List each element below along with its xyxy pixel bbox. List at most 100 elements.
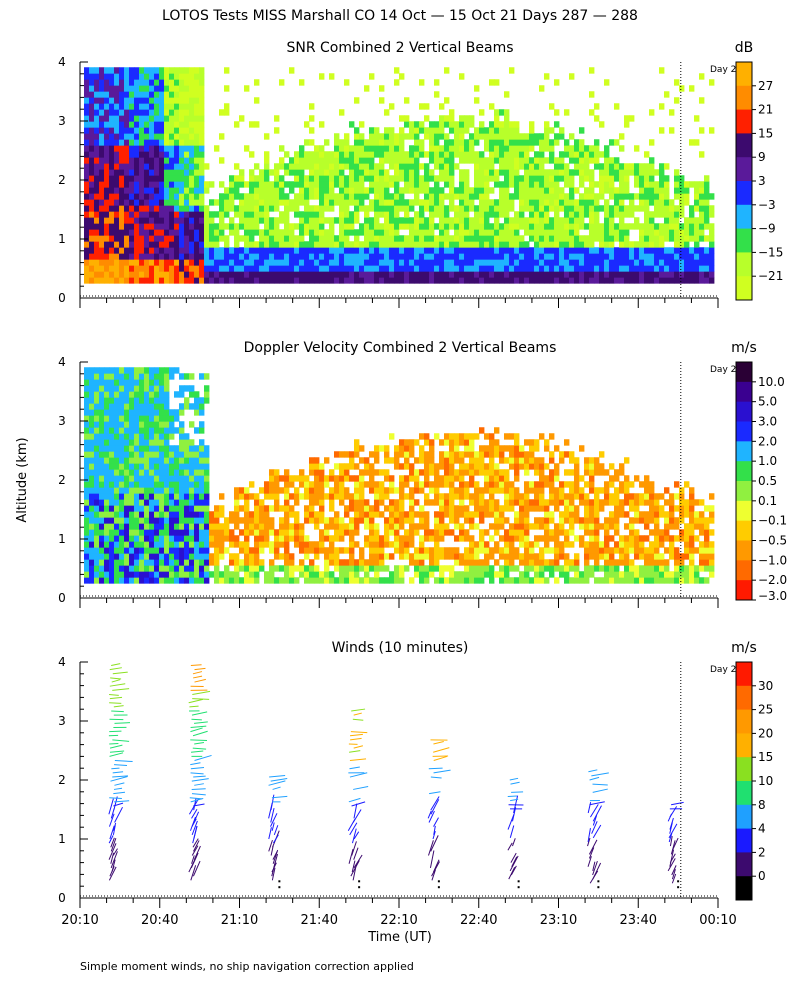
colorbar-swatch: [736, 228, 752, 253]
snr-cell: [664, 91, 670, 98]
snr-cell: [399, 271, 405, 278]
snr-cell: [674, 205, 680, 212]
velocity-cell: [84, 433, 90, 440]
snr-cell: [384, 133, 390, 140]
snr-cell: [339, 187, 345, 194]
snr-cell: [304, 139, 310, 146]
velocity-cell: [504, 547, 510, 554]
snr-cell: [339, 193, 345, 200]
velocity-cell: [374, 535, 380, 542]
snr-cell: [104, 79, 110, 86]
snr-cell: [374, 199, 380, 206]
snr-cell: [539, 265, 545, 272]
snr-cell: [579, 217, 585, 224]
velocity-cell: [424, 433, 430, 440]
velocity-cell: [189, 391, 195, 398]
snr-cell: [139, 175, 145, 182]
velocity-cell: [309, 571, 315, 578]
velocity-cell: [84, 553, 90, 560]
velocity-cell: [189, 547, 195, 554]
velocity-cell: [399, 487, 405, 494]
velocity-cell: [164, 547, 170, 554]
snr-cell: [549, 169, 555, 176]
snr-cell: [654, 181, 660, 188]
snr-cell: [564, 193, 570, 200]
velocity-cell: [109, 397, 115, 404]
velocity-cell: [269, 571, 275, 578]
snr-cell: [229, 265, 235, 272]
snr-cell: [359, 241, 365, 248]
snr-cell: [464, 121, 470, 128]
snr-cell: [239, 277, 245, 284]
snr-cell: [94, 163, 100, 170]
snr-cell: [289, 223, 295, 230]
snr-cell: [279, 163, 285, 170]
velocity-cell: [119, 565, 125, 572]
snr-cell: [604, 217, 610, 224]
velocity-cell: [134, 385, 140, 392]
snr-cell: [404, 247, 410, 254]
snr-cell: [529, 163, 535, 170]
velocity-cell: [234, 553, 240, 560]
snr-cell: [259, 181, 265, 188]
velocity-cell: [174, 571, 180, 578]
snr-cell: [119, 253, 125, 260]
velocity-cell: [199, 535, 205, 542]
snr-cell: [444, 181, 450, 188]
velocity-cell: [284, 523, 290, 530]
velocity-cell: [249, 577, 255, 584]
snr-cell: [689, 235, 695, 242]
snr-cell: [274, 229, 280, 236]
velocity-cell: [169, 571, 175, 578]
snr-cell: [99, 235, 105, 242]
snr-cell: [354, 217, 360, 224]
snr-cell: [159, 127, 165, 134]
velocity-cell: [154, 553, 160, 560]
snr-cell: [504, 193, 510, 200]
velocity-cell: [194, 559, 200, 566]
snr-cell: [304, 271, 310, 278]
snr-cell: [164, 73, 170, 80]
snr-cell: [479, 127, 485, 134]
snr-cell: [619, 235, 625, 242]
velocity-cell: [204, 457, 210, 464]
snr-cell: [314, 151, 320, 158]
velocity-cell: [414, 487, 420, 494]
velocity-field: [84, 367, 715, 584]
snr-cell: [629, 247, 635, 254]
snr-cell: [699, 181, 705, 188]
snr-cell: [164, 229, 170, 236]
snr-cell: [179, 67, 185, 74]
snr-cell: [149, 67, 155, 74]
snr-cell: [699, 277, 705, 284]
snr-cell: [624, 163, 630, 170]
velocity-cell: [484, 451, 490, 458]
velocity-cell: [129, 391, 135, 398]
snr-cell: [369, 217, 375, 224]
snr-cell: [319, 187, 325, 194]
snr-cell: [679, 193, 685, 200]
snr-cell: [579, 199, 585, 206]
snr-cell: [439, 133, 445, 140]
velocity-cell: [109, 439, 115, 446]
velocity-cell: [194, 445, 200, 452]
velocity-cell: [224, 547, 230, 554]
snr-cell: [344, 271, 350, 278]
snr-cell: [704, 271, 710, 278]
snr-cell: [504, 121, 510, 128]
snr-cell: [99, 181, 105, 188]
snr-cell: [129, 133, 135, 140]
snr-cell: [589, 277, 595, 284]
snr-cell: [134, 73, 140, 80]
snr-cell: [109, 145, 115, 152]
snr-cell: [484, 181, 490, 188]
velocity-cell: [109, 559, 115, 566]
snr-cell: [494, 175, 500, 182]
snr-cell: [89, 265, 95, 272]
snr-cell: [644, 169, 650, 176]
snr-cell: [119, 277, 125, 284]
velocity-cell: [344, 523, 350, 530]
snr-cell: [629, 199, 635, 206]
snr-cell: [269, 265, 275, 272]
snr-cell: [459, 145, 465, 152]
